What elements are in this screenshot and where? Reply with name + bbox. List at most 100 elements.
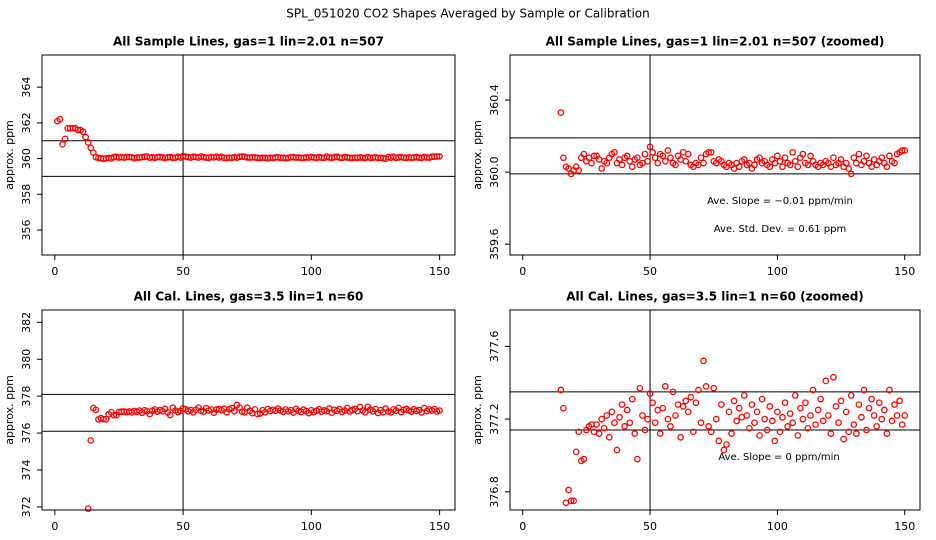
point (802, 399, 809, 407)
point (850, 421, 858, 428)
point (575, 166, 583, 174)
point (570, 497, 578, 505)
point (611, 148, 618, 156)
point (626, 419, 634, 427)
point (84, 139, 92, 146)
point (817, 395, 825, 403)
point (830, 373, 837, 381)
point (433, 153, 441, 160)
point (789, 148, 797, 156)
point (603, 412, 611, 419)
point (697, 154, 705, 162)
point (661, 157, 669, 165)
point (774, 152, 781, 160)
point (557, 386, 565, 394)
point (102, 415, 110, 423)
point (59, 140, 66, 148)
x-tick-label: 50 (643, 520, 657, 533)
point (753, 408, 761, 416)
point (845, 165, 853, 172)
point (593, 421, 600, 428)
point (799, 415, 807, 423)
point (641, 426, 649, 434)
point (822, 377, 830, 385)
x-tick-label: 100 (767, 520, 788, 533)
point (863, 152, 870, 160)
point (649, 148, 656, 156)
y-tick-label: 376.8 (488, 476, 501, 508)
point (852, 430, 860, 437)
point (883, 163, 891, 171)
point (84, 505, 92, 513)
point (623, 406, 631, 414)
point (646, 143, 654, 151)
point (748, 401, 756, 408)
point (878, 415, 886, 423)
point (891, 401, 898, 408)
point (880, 406, 888, 414)
point (654, 159, 662, 167)
point (166, 411, 174, 419)
point (705, 423, 712, 430)
x-tick-label: 150 (894, 520, 915, 533)
point (796, 404, 804, 412)
panel-title: All Sample Lines, gas=1 lin=2.01 n=507 (113, 35, 384, 49)
x-tick-label: 150 (429, 520, 450, 533)
point (725, 408, 733, 416)
point (779, 163, 786, 171)
point (827, 430, 835, 437)
point (824, 412, 832, 419)
x-tick-label: 50 (176, 265, 190, 278)
point (835, 419, 842, 427)
point (565, 486, 572, 494)
point (644, 415, 651, 423)
point (766, 163, 774, 171)
point (860, 386, 868, 394)
point (898, 147, 906, 154)
point (644, 157, 651, 165)
point (865, 404, 873, 412)
panel-title: All Sample Lines, gas=1 lin=2.01 n=507 (… (546, 35, 885, 49)
point (636, 384, 644, 392)
point (682, 157, 690, 165)
point (82, 133, 89, 141)
y-axis-label: approx. ppm (3, 120, 16, 190)
panel-title: All Cal. Lines, gas=3.5 lin=1 n=60 (134, 290, 364, 304)
panel-title: All Cal. Lines, gas=3.5 lin=1 n=60 (zoom… (566, 290, 864, 304)
point (707, 428, 715, 436)
point (819, 417, 827, 425)
point (794, 432, 802, 439)
point (79, 128, 87, 136)
point (718, 401, 725, 408)
point (692, 399, 700, 407)
point (743, 412, 751, 419)
point (611, 419, 618, 427)
x-tick-label: 100 (767, 265, 788, 278)
point (100, 415, 107, 423)
point (659, 152, 667, 160)
point (705, 148, 712, 156)
point (623, 152, 631, 160)
point (878, 154, 886, 162)
x-tick-label: 50 (643, 265, 657, 278)
point (758, 395, 766, 403)
point (756, 432, 763, 439)
point (567, 497, 575, 505)
y-tick-label: 382 (20, 312, 33, 333)
point (651, 154, 659, 162)
point (774, 408, 781, 416)
point (560, 404, 567, 412)
point (779, 413, 786, 421)
point (850, 154, 858, 162)
point (786, 161, 794, 169)
point (631, 430, 639, 437)
y-tick-label: 362 (20, 112, 33, 133)
point (837, 156, 845, 163)
x-tick-label: 150 (894, 265, 915, 278)
point (436, 153, 443, 160)
point (781, 154, 789, 162)
x-tick-label: 0 (51, 520, 58, 533)
point (807, 152, 814, 160)
point (896, 397, 903, 405)
